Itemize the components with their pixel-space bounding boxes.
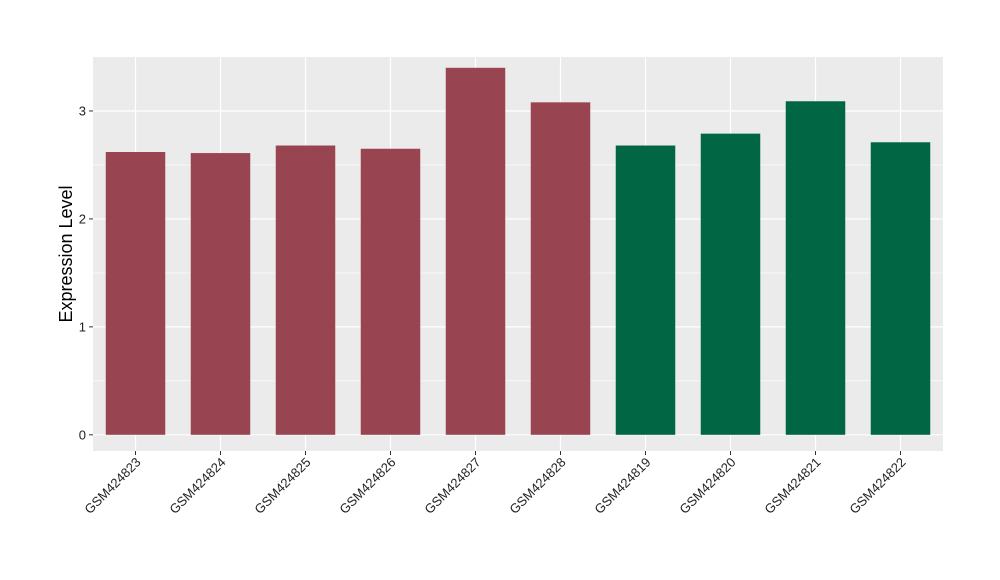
bar-GSM424822 bbox=[870, 142, 931, 435]
y-tick-label: 1 bbox=[79, 319, 86, 334]
bar-GSM424819 bbox=[615, 145, 676, 435]
x-tick-label: GSM424820 bbox=[676, 455, 738, 517]
bar-GSM424826 bbox=[360, 148, 421, 435]
bar-GSM424828 bbox=[530, 102, 591, 435]
y-tick-label: 3 bbox=[79, 103, 86, 118]
y-tick-label: 0 bbox=[79, 427, 86, 442]
x-tick-label: GSM424824 bbox=[166, 455, 228, 517]
x-tick-label: GSM424819 bbox=[591, 455, 653, 517]
bar-GSM424821 bbox=[785, 101, 846, 435]
x-tick-label: GSM424828 bbox=[506, 455, 568, 517]
bars bbox=[105, 67, 931, 435]
x-tick-label: GSM424823 bbox=[81, 455, 143, 517]
x-tick-label: GSM424822 bbox=[846, 455, 908, 517]
bar-GSM424827 bbox=[445, 67, 506, 435]
x-tick-label: GSM424821 bbox=[761, 455, 823, 517]
x-tick-label: GSM424827 bbox=[421, 455, 483, 517]
x-tick-label: GSM424825 bbox=[251, 455, 313, 517]
bar-GSM424823 bbox=[105, 151, 166, 435]
x-tick-label: GSM424826 bbox=[336, 455, 398, 517]
bar-GSM424824 bbox=[190, 153, 251, 435]
bar-GSM424820 bbox=[700, 133, 761, 435]
y-axis-title: Expression Level bbox=[56, 185, 76, 322]
bar-GSM424825 bbox=[275, 145, 336, 435]
y-tick-label: 2 bbox=[79, 211, 86, 226]
